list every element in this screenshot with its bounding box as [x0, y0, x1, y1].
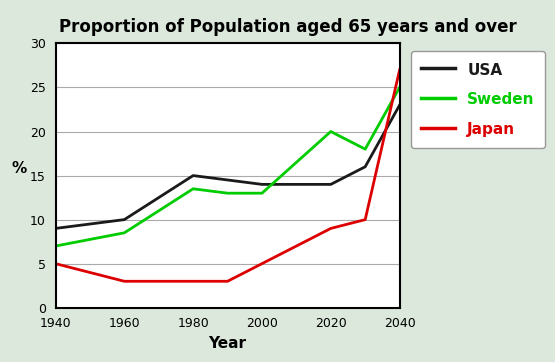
X-axis label: Year: Year — [209, 336, 246, 351]
Legend: USA, Sweden, Japan: USA, Sweden, Japan — [411, 51, 546, 148]
Text: Proportion of Population aged 65 years and over: Proportion of Population aged 65 years a… — [59, 18, 517, 36]
Y-axis label: %: % — [11, 161, 27, 176]
